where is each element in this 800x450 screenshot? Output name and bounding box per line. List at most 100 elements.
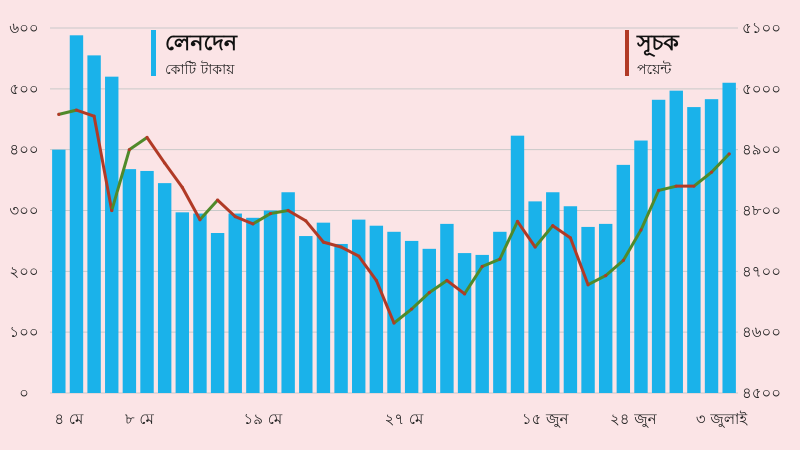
bar-series (52, 35, 736, 394)
x-tick-label: ২৭ মে (385, 410, 424, 428)
line-point (392, 321, 396, 325)
bar (581, 226, 595, 393)
line-segment (639, 188, 661, 232)
line-point (709, 170, 714, 174)
left-tick-label: ১০০ (9, 323, 38, 341)
right-tick-label: ৪৭০০ (742, 262, 781, 280)
line-point (357, 254, 361, 258)
line-segment (410, 291, 431, 311)
line-segment (233, 215, 255, 226)
bar (52, 149, 66, 393)
line-segment (127, 136, 149, 152)
line-segment (710, 152, 731, 174)
left-tick-label: ০ (19, 384, 29, 402)
line-segment (604, 258, 625, 278)
line-point (480, 264, 484, 269)
left-tick-label: ৫০০ (9, 80, 38, 98)
line-segment (339, 245, 361, 258)
line-segment (110, 148, 131, 212)
bar (457, 253, 472, 393)
line-point (410, 307, 414, 311)
bar (704, 99, 719, 394)
right-tick-label: ৪৫০০ (742, 384, 781, 402)
line-segment (180, 185, 202, 222)
line-point (657, 188, 661, 193)
bar (193, 213, 207, 393)
bar (475, 254, 489, 393)
line-point (215, 198, 220, 202)
line-point (462, 292, 467, 296)
line-segment (269, 209, 290, 216)
x-tick-label: ২৪ জুন (610, 410, 658, 428)
x-tick-label: ৪ মে (54, 410, 84, 428)
bar (404, 240, 419, 393)
line-segment (163, 161, 184, 189)
bar (598, 223, 613, 393)
line-point (586, 283, 590, 287)
bar (210, 233, 225, 393)
line-point (445, 278, 449, 283)
legend-bars: লেনদেন কোটি টাকায় (151, 30, 238, 78)
legend-bar-title: লেনদেন (165, 31, 238, 56)
line-point (427, 291, 431, 295)
line-point (374, 278, 378, 283)
bar (87, 55, 101, 393)
line-point (198, 218, 202, 222)
bar (352, 219, 366, 393)
line-segment (198, 198, 220, 222)
bar (510, 135, 525, 394)
left-tick-label: ৩০০ (9, 202, 38, 220)
line-point (568, 236, 573, 240)
line-point (92, 114, 96, 118)
line-point (304, 219, 308, 223)
bar (493, 231, 507, 393)
line-segment (216, 198, 237, 219)
line-segment (74, 108, 96, 118)
bar (616, 164, 631, 393)
legend-bar-unit: কোটি টাকায় (165, 61, 235, 78)
bar (387, 231, 401, 393)
bar (687, 107, 701, 393)
line-point (268, 211, 273, 216)
line-point (674, 184, 678, 188)
line-point (321, 240, 326, 244)
line-point (692, 184, 696, 188)
line-point (621, 258, 625, 262)
line-point (533, 245, 537, 249)
line-segment (427, 278, 449, 295)
line-segment (657, 184, 678, 192)
line-point (551, 224, 555, 228)
line-segment (286, 209, 308, 223)
bar (422, 248, 436, 393)
bar (140, 170, 154, 393)
line-point (515, 219, 520, 224)
x-tick-label: ৩ জুলাই (696, 410, 748, 428)
line-segment (463, 264, 484, 296)
bar (316, 222, 331, 393)
bar (669, 90, 683, 394)
left-tick-label: ৬০০ (9, 19, 38, 37)
bar (281, 192, 295, 393)
line-segment (480, 257, 502, 268)
bar (228, 213, 242, 393)
line-point (233, 214, 237, 219)
legend-line: সূচক পয়েন্ট (625, 30, 680, 78)
bar (299, 236, 313, 393)
line-segment (692, 170, 714, 188)
bar (175, 212, 190, 393)
line-segment (568, 236, 590, 287)
bar (69, 35, 84, 394)
x-tick-label: ১৯ মে (244, 410, 283, 428)
bar (334, 243, 348, 393)
line-segment (304, 219, 325, 244)
line-point (604, 273, 608, 278)
right-tick-label: ৪৯০০ (742, 141, 781, 159)
bar (528, 201, 542, 393)
bar (634, 140, 648, 393)
right-tick-label: ৫০০০ (742, 80, 781, 98)
x-tick-label: ৮ মে (125, 410, 155, 428)
line-point (180, 185, 184, 189)
legend-bar-swatch (151, 30, 156, 76)
bar (651, 99, 666, 394)
line-segment (498, 219, 519, 261)
